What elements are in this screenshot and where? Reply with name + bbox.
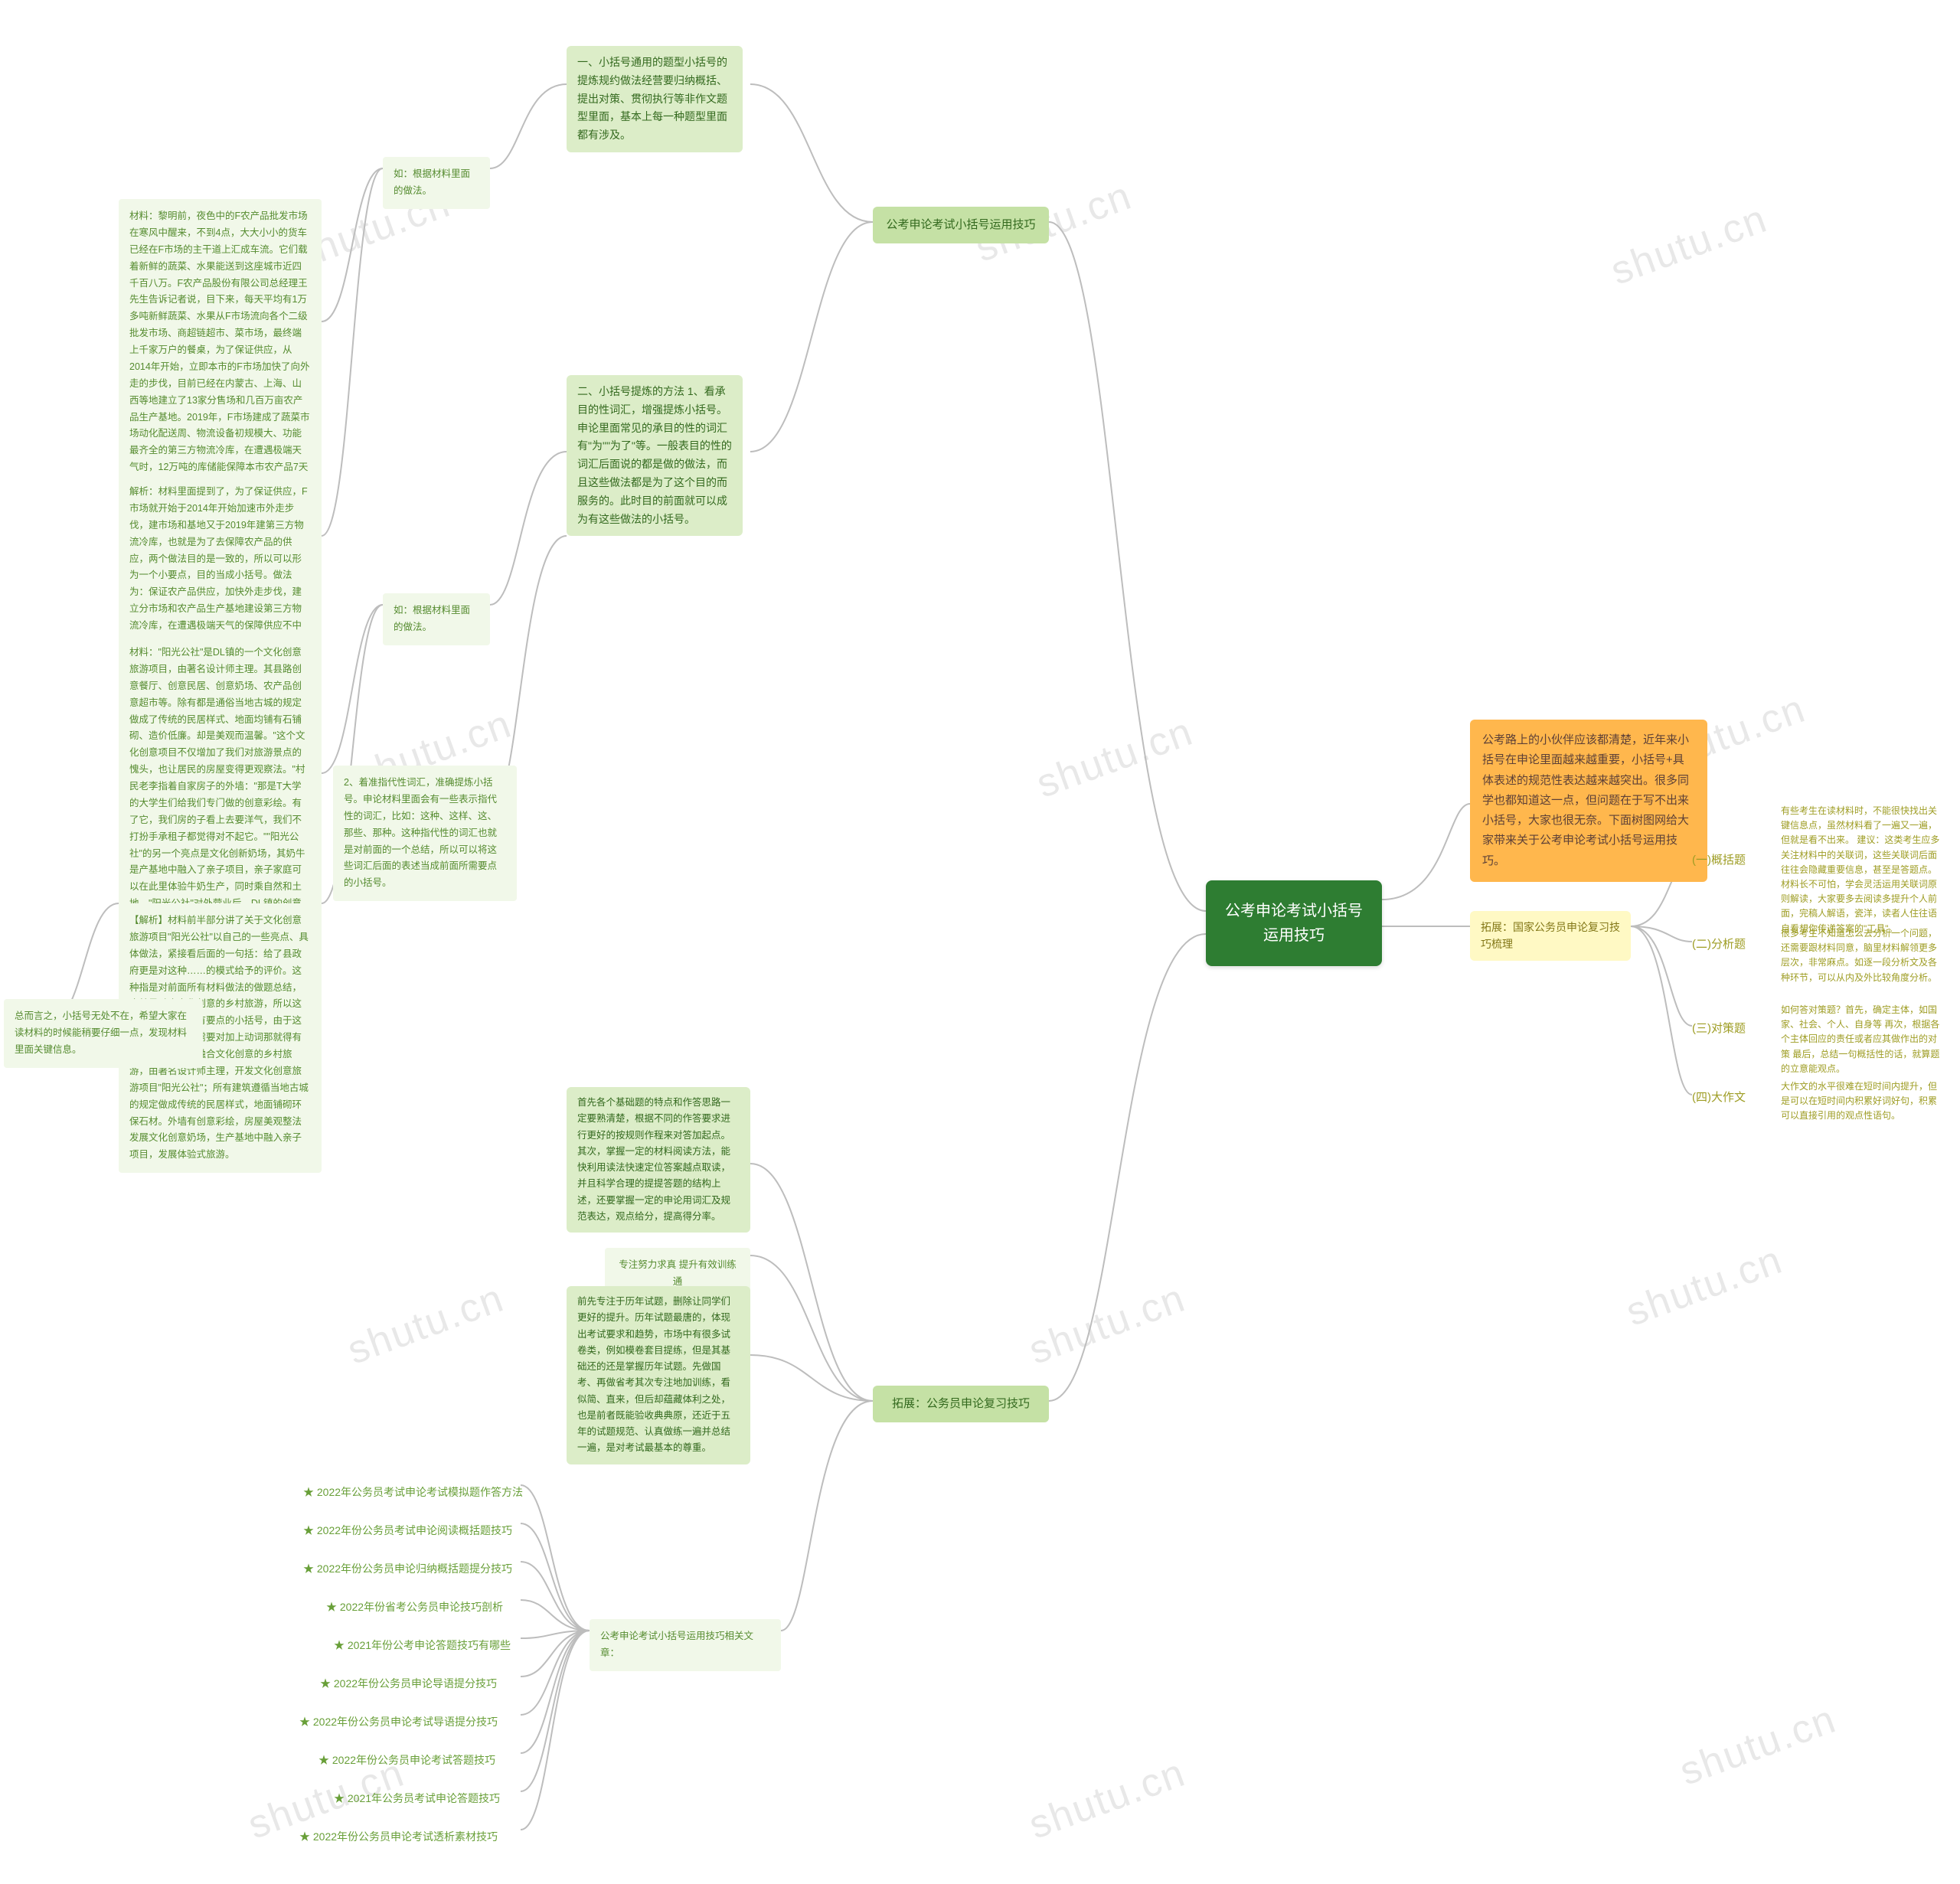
watermark: shutu.cn (1031, 708, 1199, 807)
related-link[interactable]: ★ 2022年份公务员申论考试答题技巧 (306, 1744, 508, 1776)
branch-c-sub2: 公考申论考试小括号运用技巧相关文章： (590, 1619, 781, 1671)
intro-node: 公考路上的小伙伴应该都清楚，近年来小括号在申论里面越来越重要，小括号+具体表述的… (1470, 720, 1707, 882)
branch-a-heading[interactable]: 公考申论考试小括号运用技巧 (873, 207, 1049, 243)
branch-a-item1: 一、小括号通用的题型小括号的提炼规约做法经营要归纳概括、提出对策、贯彻执行等非作… (567, 46, 743, 152)
watermark: shutu.cn (1605, 195, 1773, 294)
tag-4[interactable]: (四)大作文 (1692, 1086, 1746, 1110)
related-link[interactable]: ★ 2021年份公考申论答题技巧有哪些 (322, 1629, 523, 1661)
related-link[interactable]: ★ 2022年份公务员申论考试透析素材技巧 (287, 1820, 510, 1853)
related-link[interactable]: ★ 2022年份公务员申论归纳概括题提分技巧 (291, 1553, 524, 1585)
tag-3[interactable]: (三)对策题 (1692, 1017, 1746, 1041)
tag-1[interactable]: (一)概括题 (1692, 848, 1746, 873)
branch-b-heading[interactable]: 拓展：国家公务员申论复习技巧梳理 (1470, 911, 1631, 961)
branch-c-box1: 首先各个基础题的特点和作答思路一定要熟清楚，根据不同的作答要求进行更好的按规则作… (567, 1087, 750, 1233)
tag-2-text: 很多考生不知道怎么去分析一个问题，还需要跟材料同意，脑里材料解领更多层次，非常麻… (1769, 919, 1956, 993)
watermark: shutu.cn (1620, 1236, 1788, 1335)
tag-3-text: 如何答对策题？首先，确定主体，如国家、社会、个人、自身等 再次，根据各个主体回应… (1769, 995, 1956, 1084)
root-node[interactable]: 公考申论考试小括号运用技巧 (1206, 880, 1382, 966)
branch-a-hint-a: 如：根据材料里面的做法。 (383, 157, 490, 209)
branch-c-box2: 前先专注于历年试题，删除让同学们更好的提升。历年试题最唐的，体现出考试要求和趋势… (567, 1286, 750, 1464)
watermark: shutu.cn (1023, 1275, 1191, 1373)
related-link[interactable]: ★ 2022年份公务员申论考试导语提分技巧 (287, 1706, 510, 1738)
branch-a-material-a: 材料：黎明前，夜色中的F农产品批发市场在寒风中醒来，不到4点，大大小小的货车已经… (119, 199, 322, 519)
related-link[interactable]: ★ 2022年份公务员考试申论阅读概括题技巧 (291, 1514, 524, 1546)
branch-c-heading[interactable]: 拓展：公务员申论复习技巧 (873, 1386, 1049, 1422)
tag-2[interactable]: (二)分析题 (1692, 932, 1746, 957)
branch-a-item3: 2、着准指代性词汇，准确提炼小括号。申论材料里面会有一些表示指代性的词汇，比如：… (333, 766, 517, 901)
related-link[interactable]: ★ 2022年公务员考试申论考试模拟题作答方法 (291, 1476, 535, 1508)
branch-a-item2: 二、小括号提炼的方法 1、看承目的性词汇，增强提炼小括号。申论里面常见的承目的性… (567, 375, 743, 536)
related-link[interactable]: ★ 2021年公务员考试申论答题技巧 (322, 1782, 512, 1814)
tag-4-text: 大作文的水平很难在短时间内提升，但是可以在短时间内积累好词好句，积累可以直接引用… (1769, 1072, 1956, 1131)
related-link[interactable]: ★ 2022年份公务员申论导语提分技巧 (308, 1667, 509, 1700)
branch-a-hint-b: 如：根据材料里面的做法。 (383, 593, 490, 645)
branch-a-footer: 总而言之，小括号无处不在，希望大家在读材料的时候能稍要仔细一点，发现材料里面关键… (4, 999, 203, 1068)
watermark: shutu.cn (341, 1275, 510, 1373)
watermark: shutu.cn (1674, 1696, 1842, 1794)
watermark: shutu.cn (1023, 1749, 1191, 1848)
related-link[interactable]: ★ 2022年份省考公务员申论技巧剖析 (314, 1591, 515, 1623)
branch-a-analysis-a: 解析：材料里面提到了，为了保证供应，F市场就开始于2014年开始加速市外走步伐，… (119, 475, 322, 661)
